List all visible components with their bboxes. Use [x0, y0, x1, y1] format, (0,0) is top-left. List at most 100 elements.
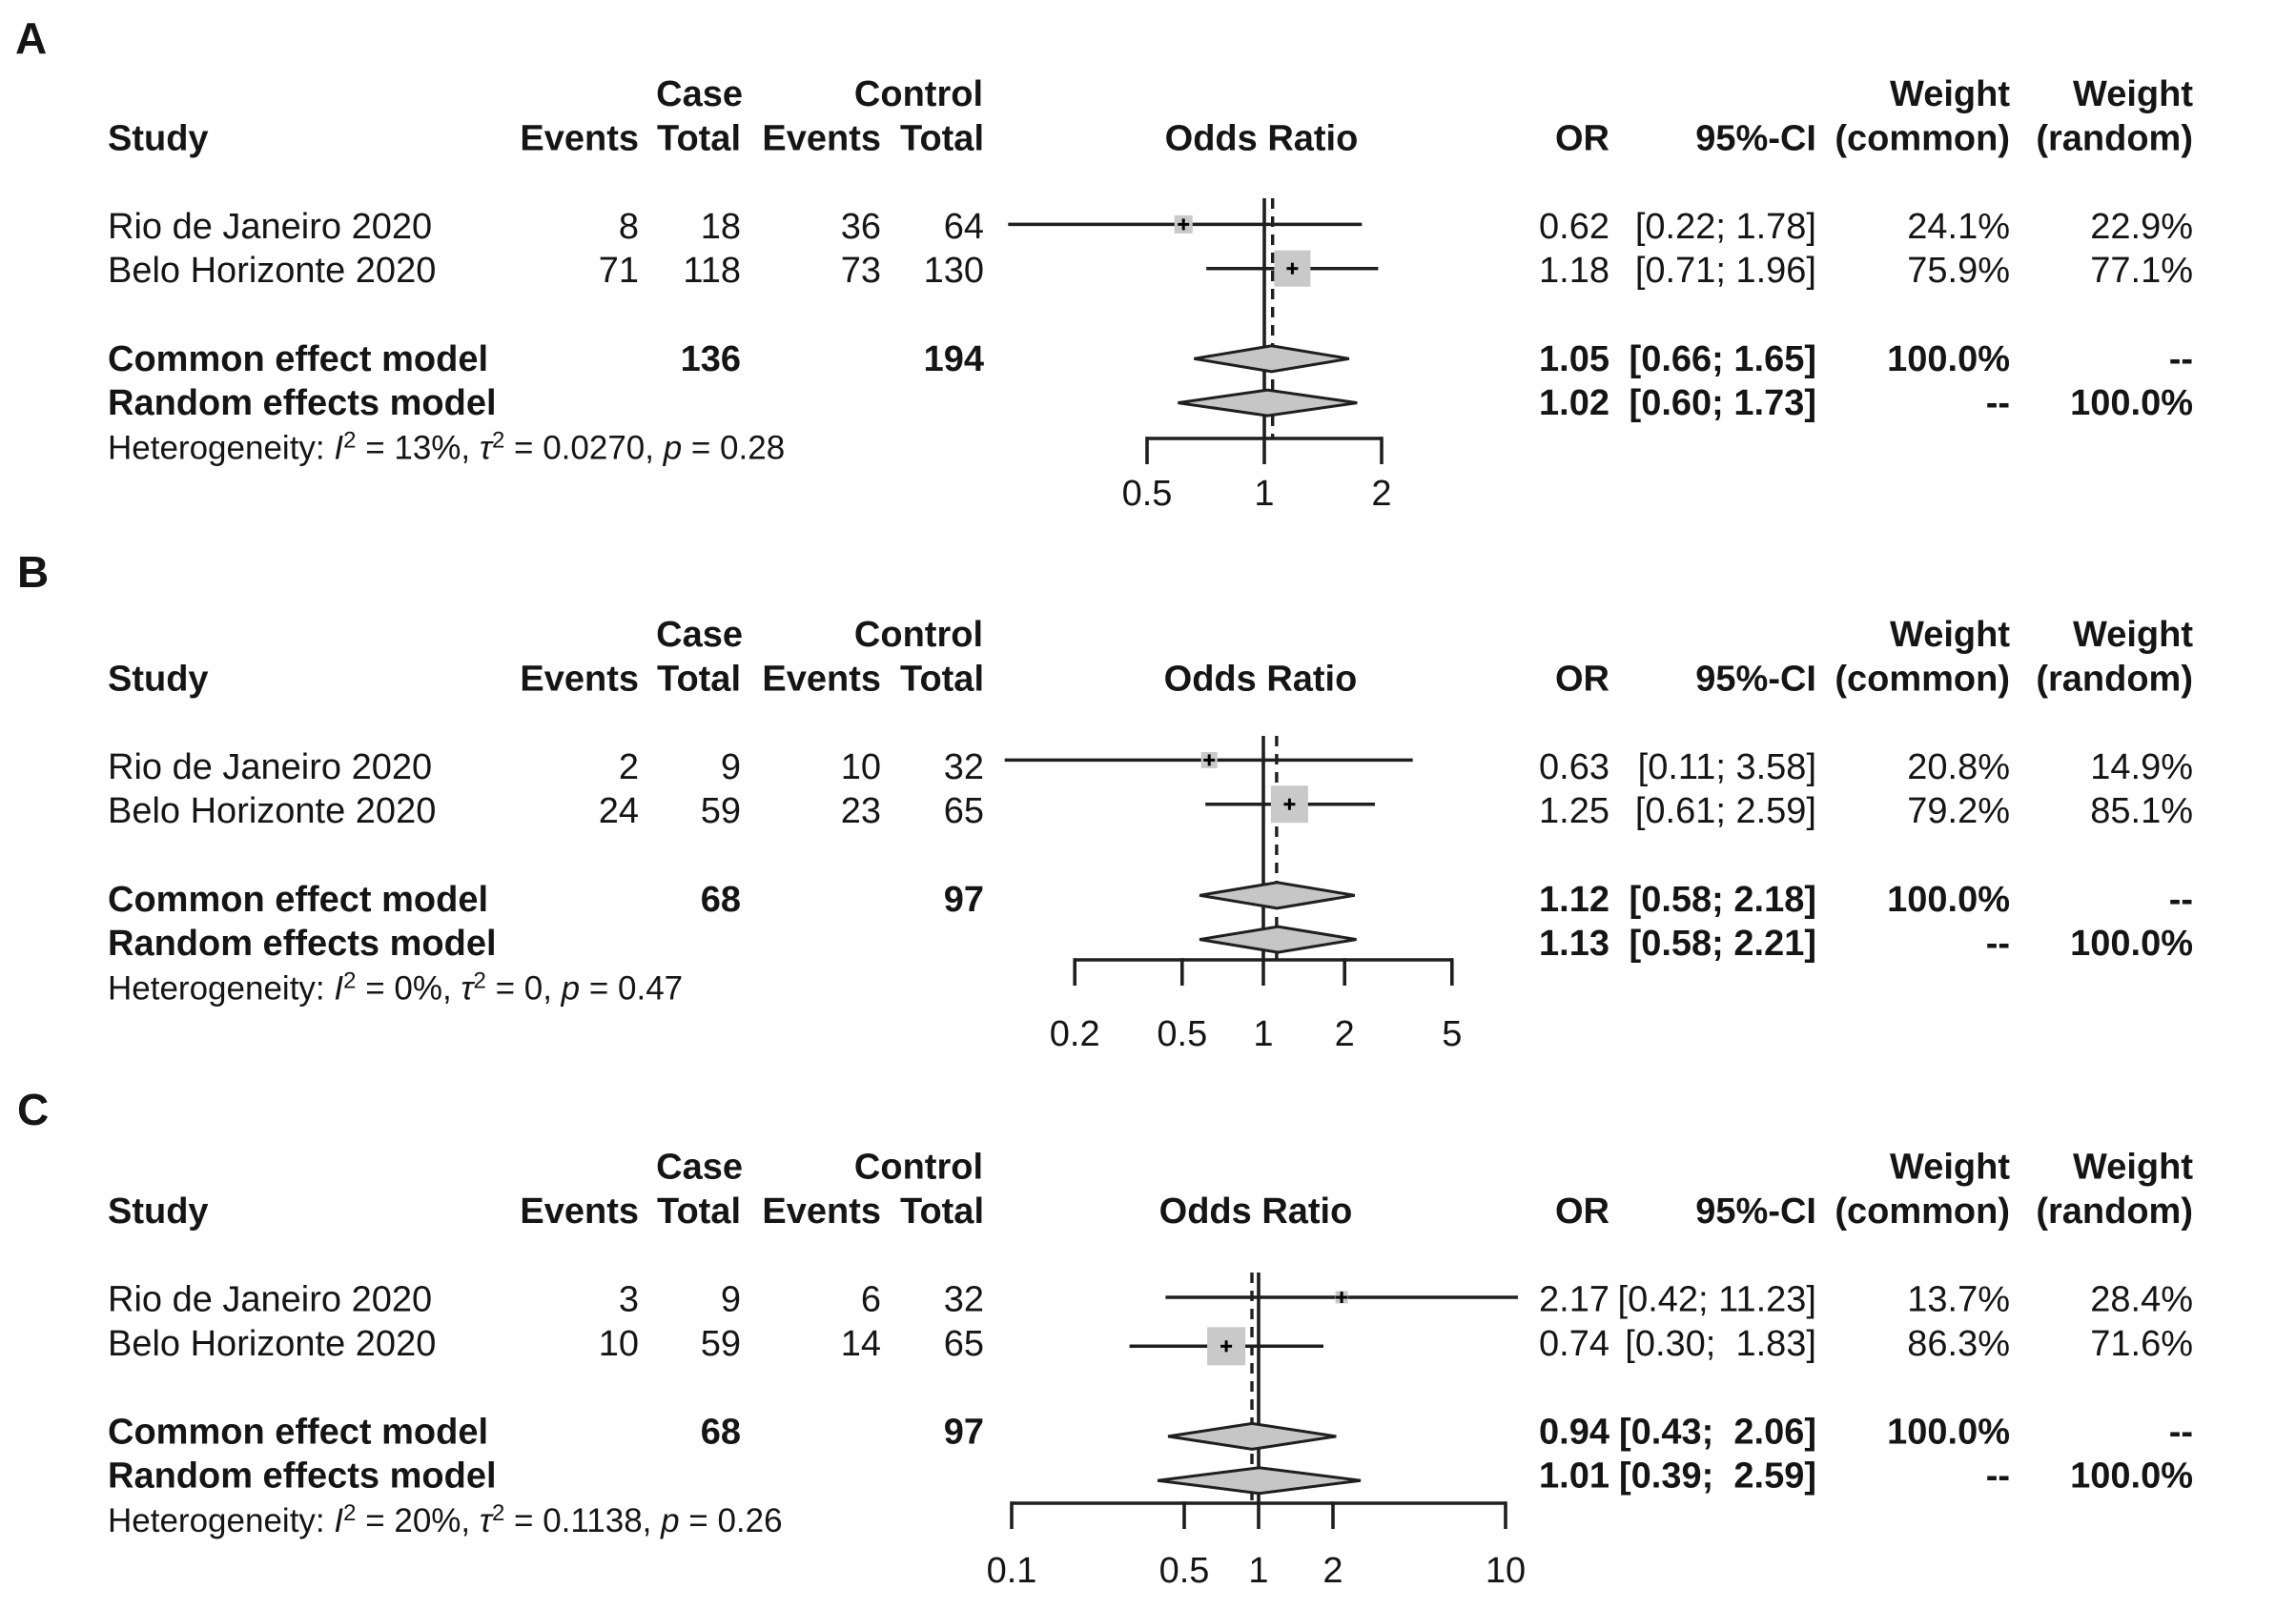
svg-text:2.17: 2.17 — [1539, 1280, 1609, 1320]
svg-text:[0.71; 1.96]: [0.71; 1.96] — [1635, 251, 1816, 291]
svg-text:(random): (random) — [2036, 1191, 2193, 1232]
svg-text:Random effects model: Random effects model — [108, 1456, 497, 1497]
svg-text:[0.22; 1.78]: [0.22; 1.78] — [1635, 207, 1816, 247]
svg-text:Weight: Weight — [2073, 615, 2193, 655]
svg-text:28.4%: 28.4% — [2090, 1280, 2193, 1320]
svg-text:0.5: 0.5 — [1122, 474, 1173, 514]
svg-text:86.3%: 86.3% — [1907, 1324, 2010, 1364]
svg-text:13.7%: 13.7% — [1907, 1280, 2010, 1320]
svg-text:Odds Ratio: Odds Ratio — [1165, 118, 1359, 158]
svg-text:64: 64 — [944, 207, 984, 247]
svg-text:65: 65 — [944, 791, 984, 831]
svg-text:Study: Study — [108, 659, 209, 699]
svg-text:Events: Events — [762, 659, 881, 699]
svg-text:75.9%: 75.9% — [1907, 251, 2010, 291]
svg-text:Rio de Janeiro 2020: Rio de Janeiro 2020 — [108, 1280, 432, 1320]
svg-text:[0.58; 2.21]: [0.58; 2.21] — [1630, 924, 1816, 964]
svg-text:Random effects model: Random effects model — [108, 383, 497, 423]
svg-text:9: 9 — [721, 1280, 741, 1320]
svg-text:(random): (random) — [2036, 118, 2193, 158]
svg-text:118: 118 — [683, 251, 741, 291]
svg-text:3: 3 — [619, 1280, 639, 1320]
svg-text:--: -- — [2169, 1412, 2193, 1452]
svg-text:24.1%: 24.1% — [1907, 207, 2010, 247]
svg-text:97: 97 — [944, 880, 984, 920]
svg-text:0.74: 0.74 — [1539, 1324, 1609, 1364]
svg-text:1.13: 1.13 — [1539, 924, 1609, 964]
svg-text:[0.61; 2.59]: [0.61; 2.59] — [1635, 791, 1816, 831]
svg-text:[0.60; 1.73]: [0.60; 1.73] — [1630, 383, 1816, 423]
svg-text:68: 68 — [701, 1412, 741, 1452]
svg-text:[0.66; 1.65]: [0.66; 1.65] — [1630, 339, 1816, 379]
svg-text:Events: Events — [762, 118, 881, 158]
svg-text:Case: Case — [656, 615, 743, 655]
svg-text:(common): (common) — [1835, 118, 2010, 158]
svg-text:10: 10 — [841, 747, 881, 787]
svg-text:[0.43; 2.06]: [0.43; 2.06] — [1619, 1412, 1816, 1452]
svg-text:14: 14 — [841, 1324, 881, 1364]
svg-text:Control: Control — [854, 1148, 983, 1188]
svg-text:Belo Horizonte 2020: Belo Horizonte 2020 — [108, 1324, 436, 1364]
svg-text:Weight: Weight — [2073, 1148, 2193, 1188]
svg-text:Study: Study — [108, 1191, 209, 1232]
svg-text:Events: Events — [520, 659, 639, 699]
svg-text:71.6%: 71.6% — [2090, 1324, 2193, 1364]
svg-text:1: 1 — [1253, 1014, 1273, 1054]
svg-text:71: 71 — [599, 251, 639, 291]
svg-text:Events: Events — [520, 1191, 639, 1232]
svg-text:100.0%: 100.0% — [1887, 880, 2010, 920]
svg-text:Total: Total — [657, 118, 741, 158]
svg-text:Total: Total — [900, 1191, 984, 1232]
svg-text:[0.58; 2.18]: [0.58; 2.18] — [1630, 880, 1816, 920]
svg-text:(common): (common) — [1835, 659, 2010, 699]
svg-text:Common effect model: Common effect model — [108, 339, 488, 379]
svg-text:100.0%: 100.0% — [2070, 924, 2193, 964]
svg-text:--: -- — [2169, 339, 2193, 379]
svg-text:Events: Events — [520, 118, 639, 158]
svg-text:--: -- — [1986, 924, 2010, 964]
svg-text:Common effect model: Common effect model — [108, 880, 488, 920]
svg-text:18: 18 — [701, 207, 741, 247]
svg-text:Control: Control — [854, 615, 983, 655]
svg-text:Heterogeneity: I2​ = 0%, τ2​ =: Heterogeneity: I2​ = 0%, τ2​ = 0, p = 0.… — [108, 967, 683, 1007]
svg-text:Weight: Weight — [1890, 1148, 2010, 1188]
svg-text:194: 194 — [924, 339, 984, 379]
svg-text:95%-CI: 95%-CI — [1695, 659, 1816, 699]
svg-text:OR: OR — [1555, 118, 1609, 158]
svg-text:95%-CI: 95%-CI — [1695, 1191, 1816, 1232]
svg-text:--: -- — [2169, 880, 2193, 920]
svg-text:1.12: 1.12 — [1539, 880, 1609, 920]
svg-text:Heterogeneity: I2​ = 20%, τ2​: Heterogeneity: I2​ = 20%, τ2​ = 0.1138, … — [108, 1500, 783, 1539]
svg-text:A: A — [15, 13, 47, 63]
svg-text:2: 2 — [1322, 1551, 1343, 1591]
svg-text:100.0%: 100.0% — [2070, 1456, 2193, 1497]
svg-text:79.2%: 79.2% — [1907, 791, 2010, 831]
svg-text:Case: Case — [656, 74, 743, 114]
svg-text:97: 97 — [944, 1412, 984, 1452]
svg-text:0.5: 0.5 — [1157, 1014, 1207, 1054]
svg-text:1.05: 1.05 — [1539, 339, 1609, 379]
svg-text:73: 73 — [841, 251, 881, 291]
svg-text:10: 10 — [1486, 1551, 1526, 1591]
svg-text:1: 1 — [1248, 1551, 1268, 1591]
svg-text:Case: Case — [656, 1148, 743, 1188]
svg-text:OR: OR — [1555, 1191, 1609, 1232]
svg-text:Odds Ratio: Odds Ratio — [1159, 1191, 1353, 1232]
svg-text:24: 24 — [599, 791, 639, 831]
svg-text:Random effects model: Random effects model — [108, 924, 497, 964]
svg-text:2: 2 — [619, 747, 639, 787]
svg-text:Events: Events — [762, 1191, 881, 1232]
svg-text:1.02: 1.02 — [1539, 383, 1609, 423]
svg-text:Total: Total — [900, 118, 984, 158]
svg-text:[0.30; 1.83]: [0.30; 1.83] — [1625, 1324, 1816, 1364]
svg-text:130: 130 — [924, 251, 984, 291]
svg-text:Rio de Janeiro 2020: Rio de Janeiro 2020 — [108, 747, 432, 787]
svg-text:Rio de Janeiro 2020: Rio de Janeiro 2020 — [108, 207, 432, 247]
svg-text:Belo Horizonte 2020: Belo Horizonte 2020 — [108, 791, 436, 831]
svg-text:C: C — [17, 1085, 49, 1134]
svg-text:[0.39; 2.59]: [0.39; 2.59] — [1619, 1456, 1816, 1497]
svg-text:2: 2 — [1371, 474, 1391, 514]
svg-text:Common effect model: Common effect model — [108, 1412, 488, 1452]
svg-text:23: 23 — [841, 791, 881, 831]
svg-text:Weight: Weight — [1890, 615, 2010, 655]
